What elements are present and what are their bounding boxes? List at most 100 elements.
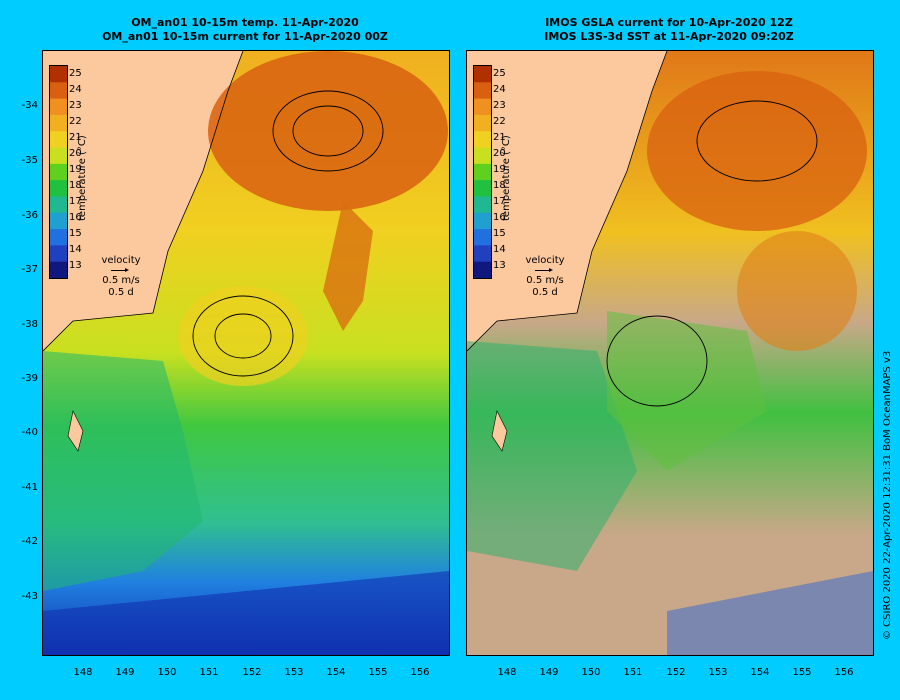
cb-tick: 19 xyxy=(69,164,82,175)
lat-tick: -39 xyxy=(21,373,38,384)
colorbar-swatch xyxy=(50,180,67,197)
velocity-speed: 0.5 m/s xyxy=(526,275,564,286)
warm-eddy xyxy=(208,51,448,211)
lat-tick: -38 xyxy=(21,319,38,330)
lat-tick: -41 xyxy=(21,482,38,493)
lon-tick: 151 xyxy=(199,667,219,678)
cb-tick: 18 xyxy=(69,180,82,191)
cold-southern-water xyxy=(43,571,449,655)
cb-tick: 20 xyxy=(69,148,82,159)
copyright-credit: © CSIRO 2020 22-Apr-2020 12:31:31 BoM Oc… xyxy=(882,350,893,640)
right-title-line1: IMOS GSLA current for 10-Apr-2020 12Z xyxy=(545,16,793,29)
lat-tick: -36 xyxy=(21,210,38,221)
cb-tick: 14 xyxy=(493,244,506,255)
cb-tick: 22 xyxy=(493,116,506,127)
colorbar-swatch xyxy=(50,114,67,132)
lon-tick: 156 xyxy=(410,667,430,678)
lon-tick: 156 xyxy=(834,667,854,678)
satellite-sst-field xyxy=(467,51,873,655)
lon-tick: 149 xyxy=(115,667,135,678)
colorbar-swatch xyxy=(50,212,67,230)
cb-tick: 16 xyxy=(69,212,82,223)
coastline xyxy=(43,51,244,352)
colorbar-swatch xyxy=(474,229,491,246)
coastline xyxy=(467,51,668,352)
observed-sst-map: 25 24 23 22 21 20 19 18 17 16 15 14 13 t… xyxy=(466,50,874,656)
colorbar-swatch xyxy=(474,82,491,100)
coastal-cool-water xyxy=(467,341,637,571)
left-title-line1: OM_an01 10-15m temp. 11-Apr-2020 xyxy=(131,16,359,29)
temperature-colorbar xyxy=(49,65,68,279)
current-vectors xyxy=(606,100,818,407)
colorbar-swatch xyxy=(50,196,67,214)
lon-tick: 153 xyxy=(708,667,728,678)
cb-tick: 17 xyxy=(69,196,82,207)
lon-tick: 152 xyxy=(666,667,686,678)
lat-tick: -35 xyxy=(21,155,38,166)
mixed-water xyxy=(607,311,767,471)
colorbar-swatch xyxy=(50,66,67,83)
lat-tick: -42 xyxy=(21,536,38,547)
velocity-duration: 0.5 d xyxy=(532,287,558,298)
velocity-legend: velocity 0.5 m/s 0.5 d xyxy=(91,255,151,299)
colorbar-swatch xyxy=(474,114,491,132)
lon-tick: 150 xyxy=(157,667,177,678)
colorbar-swatch xyxy=(474,98,491,116)
colorbar-swatch xyxy=(50,82,67,100)
cb-tick: 25 xyxy=(493,68,506,79)
current-vectors xyxy=(192,90,384,377)
cool-southern-water xyxy=(667,571,873,655)
coastal-cool-water xyxy=(43,351,203,591)
velocity-duration: 0.5 d xyxy=(108,287,134,298)
velocity-label: velocity xyxy=(101,255,141,266)
cb-tick: 19 xyxy=(493,164,506,175)
right-title-line2: IMOS L3S-3d SST at 11-Apr-2020 09:20Z xyxy=(544,30,794,43)
cb-tick: 16 xyxy=(493,212,506,223)
colorbar-swatch xyxy=(474,245,491,263)
velocity-speed: 0.5 m/s xyxy=(102,275,140,286)
cb-tick: 25 xyxy=(69,68,82,79)
left-panel-title: OM_an01 10-15m temp. 11-Apr-2020 OM_an01… xyxy=(42,16,448,44)
lon-tick: 149 xyxy=(539,667,559,678)
colorbar-swatch xyxy=(50,245,67,263)
cb-tick: 23 xyxy=(69,100,82,111)
colorbar-title: temperature (°C) xyxy=(77,135,88,221)
colorbar-title: temperature (°C) xyxy=(501,135,512,221)
lon-tick: 148 xyxy=(497,667,517,678)
cb-tick: 13 xyxy=(493,260,506,271)
lon-tick: 151 xyxy=(623,667,643,678)
cb-tick: 15 xyxy=(493,228,506,239)
lat-tick: -40 xyxy=(21,427,38,438)
colorbar-swatch xyxy=(50,261,67,278)
cb-tick: 20 xyxy=(493,148,506,159)
cb-tick: 18 xyxy=(493,180,506,191)
right-panel-title: IMOS GSLA current for 10-Apr-2020 12Z IM… xyxy=(466,16,872,44)
lon-tick: 153 xyxy=(284,667,304,678)
velocity-legend: velocity 0.5 m/s 0.5 d xyxy=(515,255,575,299)
colorbar-swatch xyxy=(474,196,491,214)
cb-tick: 14 xyxy=(69,244,82,255)
cb-tick: 21 xyxy=(69,132,82,143)
temperature-colorbar xyxy=(473,65,492,279)
lon-tick: 155 xyxy=(792,667,812,678)
colorbar-swatches xyxy=(50,66,67,278)
cb-tick: 23 xyxy=(493,100,506,111)
lon-tick: 154 xyxy=(750,667,770,678)
colorbar-swatch xyxy=(474,131,491,149)
cb-tick: 13 xyxy=(69,260,82,271)
colorbar-swatch xyxy=(474,66,491,83)
colorbar-swatch xyxy=(474,163,491,181)
cb-tick: 17 xyxy=(493,196,506,207)
warm-filament xyxy=(737,231,857,351)
flinders-island xyxy=(67,410,84,452)
colorbar-swatch xyxy=(474,261,491,278)
lat-tick: -37 xyxy=(21,264,38,275)
colorbar-swatch xyxy=(50,229,67,246)
lon-tick: 155 xyxy=(368,667,388,678)
lat-tick: -43 xyxy=(21,591,38,602)
lon-tick: 150 xyxy=(581,667,601,678)
velocity-label: velocity xyxy=(525,255,565,266)
flinders-island xyxy=(491,410,508,452)
colorbar-swatches xyxy=(474,66,491,278)
model-sst-field xyxy=(43,51,449,655)
